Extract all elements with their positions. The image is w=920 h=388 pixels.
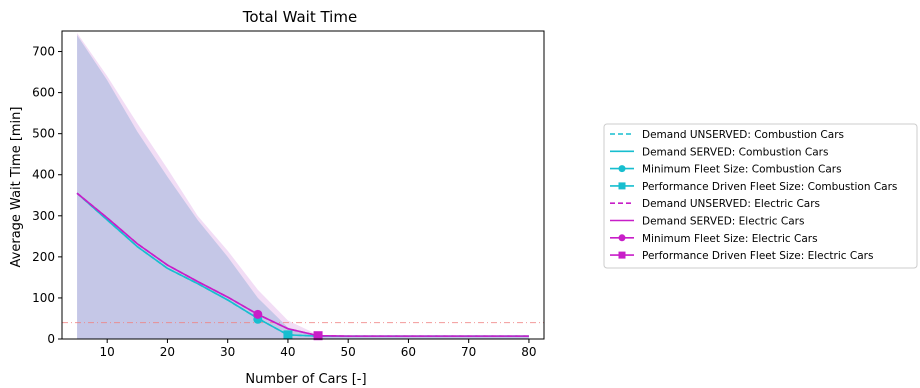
chart-title: Total Wait Time	[242, 8, 357, 26]
x-tick-label: 30	[220, 345, 235, 359]
y-tick-label: 600	[32, 86, 55, 100]
band-1	[77, 35, 529, 340]
y-tick-label: 700	[32, 45, 55, 59]
x-tick-label: 50	[341, 345, 356, 359]
legend-label-1: Demand SERVED: Combustion Cars	[642, 146, 828, 158]
plot-frame	[61, 30, 545, 340]
plot-area	[61, 30, 545, 341]
y-tick-label: 100	[32, 291, 55, 305]
y-axis-label: Average Wait Time [min]	[9, 107, 24, 268]
y-tick-label: 0	[47, 332, 55, 346]
x-tick-label: 10	[100, 345, 115, 359]
legend: Demand UNSERVED: Combustion Cars Demand S…	[603, 123, 918, 269]
x-tick-label: 20	[160, 345, 175, 359]
legend-marker-6	[618, 234, 626, 242]
legend-label-0: Demand UNSERVED: Combustion Cars	[642, 129, 844, 141]
confidence-bands	[77, 33, 529, 340]
legend-marker-2	[618, 165, 626, 173]
legend-label-7: Performance Driven Fleet Size: Electric …	[642, 250, 873, 262]
legend-marker-7	[618, 251, 626, 259]
x-axis-label: Number of Cars [-]	[245, 372, 366, 387]
marker-3-0	[283, 330, 293, 340]
legend-box	[603, 123, 918, 269]
legend-marker-3	[618, 182, 626, 190]
x-tick-label: 70	[461, 345, 476, 359]
legend-label-4: Demand UNSERVED: Electric Cars	[642, 198, 820, 210]
marker-6-0	[253, 309, 263, 319]
x-tick-label: 60	[401, 345, 416, 359]
marker-7-0	[313, 331, 323, 341]
y-tick-label: 300	[32, 209, 55, 223]
x-axis: 10 20 30 40 50 60 70 80	[100, 339, 537, 359]
legend-label-5: Demand SERVED: Electric Cars	[642, 216, 804, 228]
y-axis: 0 100 200 300 400 500 600 700	[32, 45, 62, 346]
band-0	[77, 33, 529, 339]
x-tick-label: 80	[521, 345, 536, 359]
y-tick-label: 500	[32, 127, 55, 141]
legend-label-3: Performance Driven Fleet Size: Combustio…	[642, 181, 897, 193]
y-tick-label: 200	[32, 250, 55, 264]
legend-label-6: Minimum Fleet Size: Electric Cars	[642, 233, 818, 245]
y-tick-label: 400	[32, 168, 55, 182]
series-markers	[253, 309, 323, 341]
x-tick-label: 40	[280, 345, 295, 359]
legend-label-2: Minimum Fleet Size: Combustion Cars	[642, 164, 842, 176]
